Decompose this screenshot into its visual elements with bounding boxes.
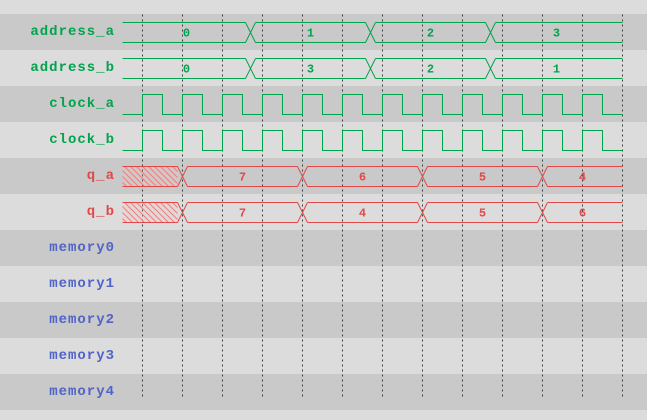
bus-value: 2 — [427, 63, 434, 77]
row-band-memory1 — [0, 266, 647, 302]
signal-label-memory1[interactable]: memory1 — [49, 276, 115, 292]
bus-value: 4 — [579, 171, 586, 185]
row-band-clock_a — [0, 86, 647, 122]
wave-clock_b — [122, 130, 623, 151]
signal-label-memory0[interactable]: memory0 — [49, 240, 115, 256]
row-band-memory2 — [0, 302, 647, 338]
signal-label-clock_a[interactable]: clock_a — [49, 96, 115, 112]
bus-value: 1 — [553, 63, 560, 77]
bus-value: 5 — [479, 207, 486, 221]
timeline-gridlines — [142, 14, 623, 398]
bus-value: 6 — [579, 207, 586, 221]
bus-value: 7 — [239, 207, 246, 221]
signal-label-memory3[interactable]: memory3 — [49, 348, 115, 364]
signal-label-clock_b[interactable]: clock_b — [49, 132, 115, 148]
signal-label-address_a[interactable]: address_a — [30, 24, 115, 40]
row-band-clock_b — [0, 122, 647, 158]
wave-address_a: 0 1 2 3 — [122, 22, 623, 43]
row-band-memory4 — [0, 374, 647, 410]
unknown-hatch — [122, 166, 178, 187]
wave-address_b: 0 3 2 1 — [122, 58, 623, 79]
wave-q_a: 7 6 5 4 — [122, 166, 623, 187]
bus-value: 4 — [359, 207, 366, 221]
signal-label-memory4[interactable]: memory4 — [49, 384, 115, 400]
bus-value: 3 — [553, 27, 560, 41]
bus-value: 2 — [427, 27, 434, 41]
bus-value: 3 — [307, 63, 314, 77]
signal-label-q_a[interactable]: q_a — [86, 168, 115, 184]
row-band-memory0 — [0, 230, 647, 266]
bus-value: 6 — [359, 171, 366, 185]
signal-label-memory2[interactable]: memory2 — [49, 312, 115, 328]
signal-label-address_b[interactable]: address_b — [30, 60, 115, 76]
wave-clock_a — [122, 94, 623, 115]
bus-value: 5 — [479, 171, 486, 185]
bus-value: 7 — [239, 171, 246, 185]
row-band-address_a — [0, 14, 647, 50]
row-band-q_b — [0, 194, 647, 230]
signal-label-q_b[interactable]: q_b — [86, 204, 115, 220]
wave-q_b: 7 4 5 6 — [122, 202, 623, 223]
bus-value: 0 — [183, 63, 190, 77]
row-band-address_b — [0, 50, 647, 86]
row-band-q_a — [0, 158, 647, 194]
unknown-hatch — [122, 202, 178, 223]
row-band-memory3 — [0, 338, 647, 374]
bus-value: 1 — [307, 27, 314, 41]
bus-value: 0 — [183, 27, 190, 41]
